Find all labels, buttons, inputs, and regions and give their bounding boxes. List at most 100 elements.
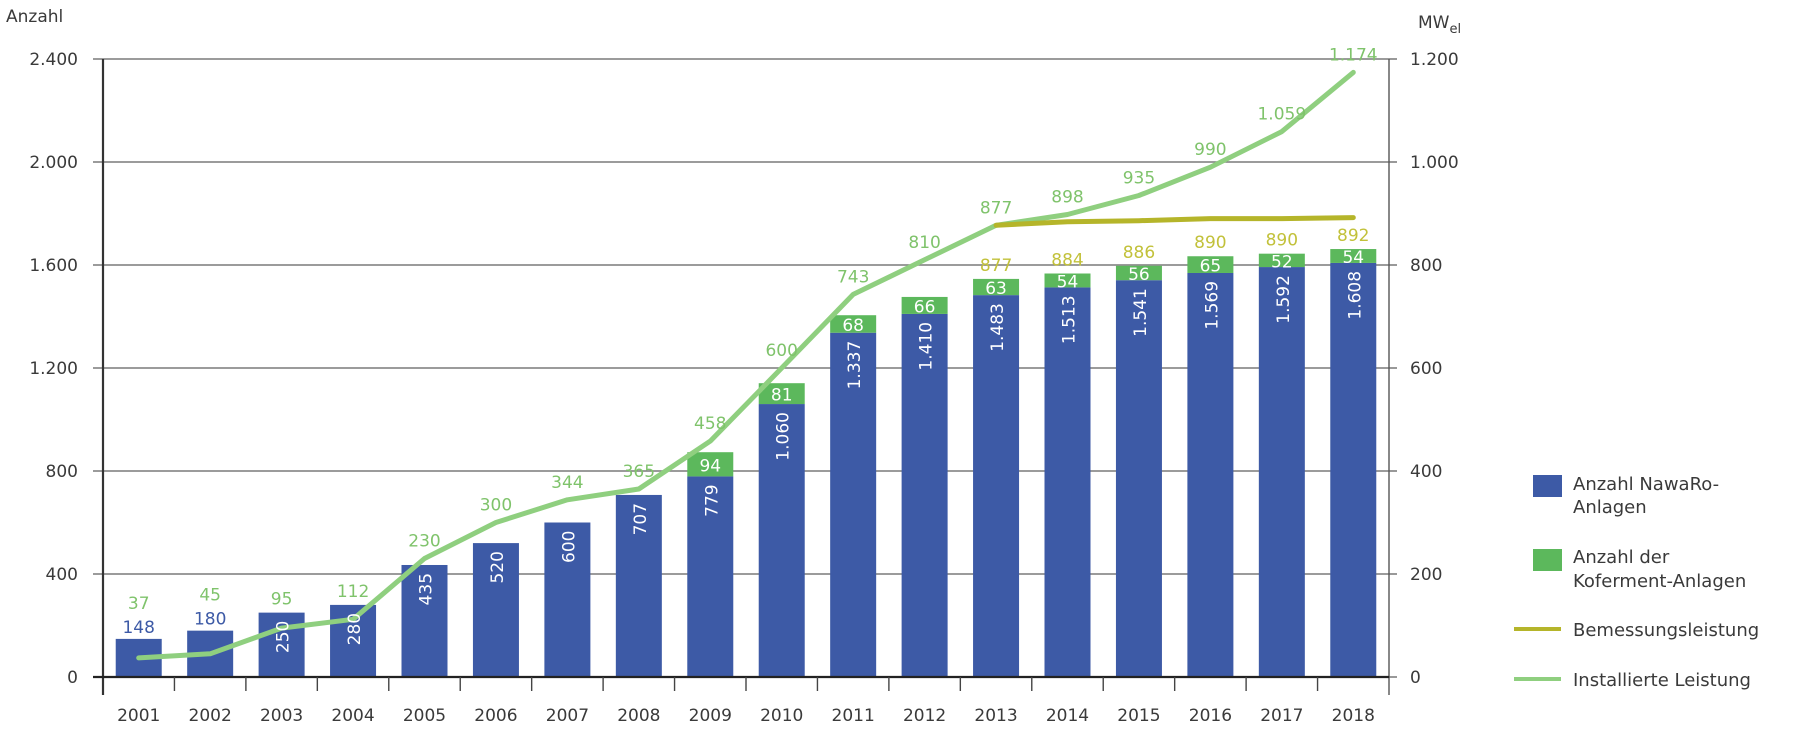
line-label-installiert: 344	[551, 473, 583, 493]
right-axis-title: MWel	[1418, 13, 1461, 37]
bar-label-nawaro: 1.410	[917, 322, 937, 371]
bar-label-koferment: 65	[1200, 257, 1222, 277]
bar-label-nawaro: 1.483	[988, 303, 1008, 352]
bar-label-nawaro: 280	[345, 613, 365, 645]
line-label-bemessung: 890	[1194, 233, 1226, 253]
y-tick-label-left: 0	[67, 668, 78, 688]
bar-nawaro	[830, 332, 877, 677]
y-tick-label-right: 800	[1410, 256, 1442, 276]
line-label-installiert: 300	[480, 496, 512, 516]
x-tick-label: 2009	[689, 706, 732, 726]
line-label-installiert: 45	[199, 586, 221, 606]
line-label-installiert: 810	[908, 233, 940, 253]
right-axis-title-main: MW	[1418, 13, 1450, 33]
y-tick-label-left: 1.600	[29, 256, 78, 276]
y-tick-label-left: 400	[46, 565, 78, 585]
line-label-installiert: 37	[128, 594, 150, 614]
bar-koferment	[830, 315, 877, 333]
bar-nawaro	[544, 522, 591, 677]
bar-koferment	[758, 383, 805, 405]
y-tick-label-left: 800	[46, 462, 78, 482]
bar-koferment	[1187, 256, 1234, 273]
line-label-installiert: 1.174	[1329, 45, 1378, 65]
x-tick-label: 2010	[760, 706, 803, 726]
line-label-installiert: 935	[1123, 168, 1155, 188]
bar-label-nawaro: 520	[488, 551, 508, 583]
bar-label-koferment: 66	[914, 297, 936, 317]
bar-koferment	[973, 278, 1020, 296]
x-tick-label: 2008	[617, 706, 660, 726]
legend-label-nawaro-line2: Anlagen	[1573, 497, 1647, 518]
line-installierte-leistung	[136, 69, 1356, 661]
axes-group: 0 0 400 200 800 400 1.200 600 1.600 800 2.000 1.000…	[29, 50, 1458, 726]
x-tick-label: 2003	[260, 706, 303, 726]
bar-label-nawaro: 180	[194, 610, 226, 630]
line-label-installiert: 877	[980, 198, 1012, 218]
line-label-installiert: 743	[837, 267, 869, 287]
line-label-installiert: 112	[337, 582, 369, 602]
line-label-bemessung: 886	[1123, 243, 1155, 263]
bar-koferment	[687, 452, 734, 477]
left-axis-title: Anzahl	[6, 7, 63, 27]
y-tick-label-left: 2.000	[29, 153, 78, 173]
legend-label-koferment-line1: Anzahl der	[1573, 547, 1670, 568]
bar-label-nawaro: 250	[274, 621, 294, 653]
bar-nawaro	[1115, 280, 1162, 677]
line-label-installiert: 458	[694, 414, 726, 434]
bar-label-nawaro: 1.060	[774, 412, 794, 461]
bar-nawaro	[1258, 267, 1305, 677]
line-label-installiert: 898	[1051, 188, 1083, 208]
bar-koferment	[1115, 265, 1162, 281]
bar-nawaro	[1330, 262, 1377, 677]
bar-label-nawaro: 779	[702, 484, 722, 516]
bar-label-koferment: 68	[842, 316, 864, 336]
x-tick-label: 2015	[1117, 706, 1160, 726]
bar-koferment	[1258, 253, 1305, 268]
legend-label-nawaro-line1: Anzahl NawaRo-	[1573, 474, 1719, 495]
x-tick-label: 2014	[1046, 706, 1089, 726]
bar-nawaro	[1044, 287, 1091, 677]
x-tick-label: 2016	[1189, 706, 1232, 726]
x-tick-label: 2012	[903, 706, 946, 726]
bar-label-nawaro: 600	[559, 531, 579, 563]
legend-label-installiert: Installierte Leistung	[1573, 670, 1751, 691]
y-tick-label-right: 600	[1410, 359, 1442, 379]
bar-label-nawaro: 435	[417, 573, 437, 605]
lines-group	[136, 69, 1356, 661]
bar-label-koferment: 54	[1057, 272, 1079, 292]
legend-swatch-nawaro	[1533, 475, 1562, 497]
x-tick-label: 2004	[331, 706, 374, 726]
line-label-installiert: 230	[408, 532, 440, 552]
bar-koferment	[1044, 273, 1091, 288]
line-label-bemessung: 892	[1337, 226, 1369, 246]
bar-label-nawaro: 1.569	[1202, 281, 1222, 330]
x-tick-label: 2005	[403, 706, 446, 726]
bar-koferment	[1330, 249, 1377, 263]
x-tick-label: 2017	[1260, 706, 1303, 726]
line-label-installiert: 1.059	[1257, 105, 1306, 125]
bar-label-nawaro: 148	[122, 618, 154, 638]
line-label-installiert: 365	[623, 462, 655, 482]
y-tick-label-right: 1.200	[1410, 50, 1459, 70]
bar-label-nawaro: 1.608	[1345, 271, 1365, 320]
y-tick-label-right: 0	[1410, 668, 1421, 688]
bar-nawaro	[901, 313, 948, 677]
legend-label-koferment-line2: Koferment-Anlagen	[1573, 571, 1746, 592]
bar-koferment	[901, 296, 948, 314]
right-axis-title-sub: el	[1449, 22, 1461, 37]
line-label-bemessung: 884	[1051, 250, 1083, 270]
bar-nawaro	[973, 295, 1020, 677]
bars-group	[115, 249, 1377, 677]
y-tick-label-right: 1.000	[1410, 153, 1459, 173]
y-tick-label-left: 1.200	[29, 359, 78, 379]
x-tick-label: 2001	[117, 706, 160, 726]
bar-label-nawaro: 707	[631, 503, 651, 535]
bar-label-koferment: 94	[699, 456, 721, 476]
bar-label-nawaro: 1.337	[845, 341, 865, 390]
bar-label-koferment: 63	[985, 279, 1007, 299]
bar-nawaro	[1187, 272, 1234, 677]
bar-nawaro	[687, 476, 734, 677]
bar-label-koferment: 56	[1128, 265, 1150, 285]
bar-label-nawaro: 1.592	[1274, 275, 1294, 324]
